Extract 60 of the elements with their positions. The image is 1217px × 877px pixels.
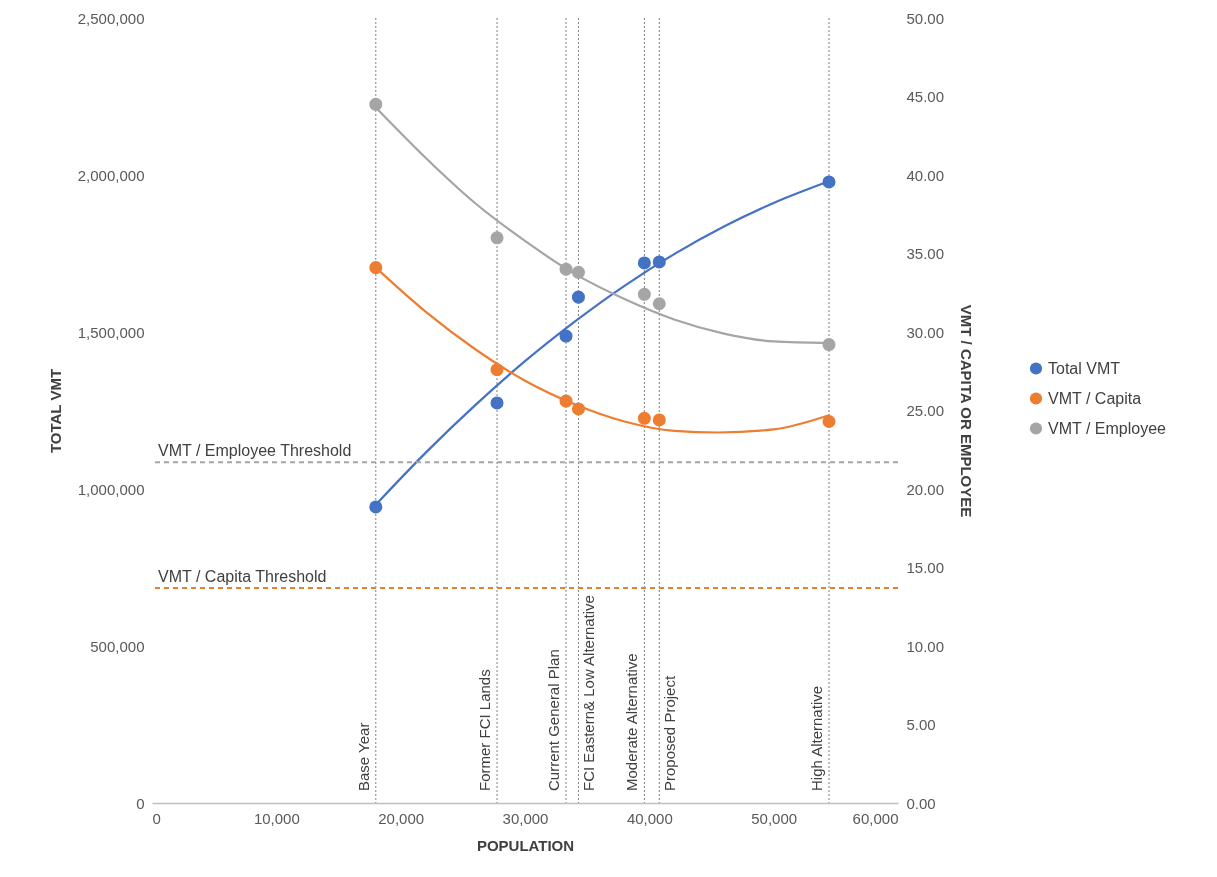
point bbox=[369, 500, 383, 514]
ref-line-label: Base Year bbox=[354, 722, 372, 791]
y-tick-label: 500,000 bbox=[90, 637, 145, 655]
ref-line-label: Proposed Project bbox=[661, 675, 679, 791]
point bbox=[571, 290, 585, 304]
y2-tick-label: 25.00 bbox=[906, 402, 945, 419]
point bbox=[637, 256, 651, 270]
x-tick-label: 20,000 bbox=[378, 809, 425, 827]
x-tick-label: 30,000 bbox=[502, 809, 549, 827]
y2-tick-label: 0.00 bbox=[906, 794, 936, 812]
point bbox=[822, 338, 836, 352]
y2-tick-label: 35.00 bbox=[906, 245, 945, 262]
y-axis-title: TOTAL VMT bbox=[46, 368, 64, 454]
point bbox=[559, 262, 573, 276]
ref-line-label: Moderate Alternative bbox=[623, 653, 641, 791]
y-tick-label: 1,500,000 bbox=[77, 323, 145, 341]
x-tick-label: 10,000 bbox=[253, 809, 300, 827]
point bbox=[559, 329, 573, 343]
point bbox=[490, 363, 504, 377]
point bbox=[571, 402, 585, 416]
y-tick-label: 2,000,000 bbox=[77, 166, 145, 184]
ref-line-label: Former FCI Lands bbox=[476, 669, 494, 791]
x-tick-label: 60,000 bbox=[852, 809, 899, 827]
y2-tick-label: 20.00 bbox=[906, 480, 945, 498]
x-tick-label: 40,000 bbox=[626, 809, 673, 827]
y2-tick-label: 30.00 bbox=[906, 323, 945, 341]
ref-line-label: VMT / Employee Threshold bbox=[158, 442, 352, 460]
point bbox=[652, 255, 666, 269]
point bbox=[637, 287, 651, 301]
point bbox=[652, 297, 666, 311]
y2-tick-label: 10.00 bbox=[906, 637, 945, 655]
y2-tick-label: 5.00 bbox=[906, 716, 936, 733]
y2-tick-label: 50.00 bbox=[906, 9, 945, 27]
point bbox=[822, 414, 836, 428]
x-tick-label: 0 bbox=[152, 809, 161, 827]
legend-label: VMT / Employee bbox=[1048, 419, 1167, 437]
point bbox=[490, 396, 504, 410]
y2-tick-label: 15.00 bbox=[906, 559, 945, 576]
point bbox=[652, 413, 666, 427]
y2-tick-label: 40.00 bbox=[906, 166, 945, 184]
point bbox=[369, 97, 383, 111]
y2-tick-label: 45.00 bbox=[906, 88, 945, 105]
y-tick-label: 2,500,000 bbox=[77, 9, 145, 27]
point bbox=[571, 265, 585, 279]
legend-label: VMT / Capita bbox=[1048, 389, 1142, 407]
point bbox=[490, 231, 504, 245]
point bbox=[369, 261, 383, 275]
point bbox=[822, 175, 836, 189]
point bbox=[637, 411, 651, 425]
ref-line-label: Current General Plan bbox=[545, 649, 563, 791]
y2-axis-title: VMT / CAPITA OR EMPLOYEE bbox=[958, 304, 976, 518]
ref-line-label: VMT / Capita Threshold bbox=[158, 567, 327, 585]
y-tick-label: 1,000,000 bbox=[77, 480, 145, 498]
y-tick-label: 0 bbox=[136, 794, 145, 812]
ref-line-label: High Alternative bbox=[807, 685, 825, 791]
x-tick-label: 50,000 bbox=[751, 809, 798, 827]
legend-label: Total VMT bbox=[1048, 359, 1121, 377]
x-axis-title: POPULATION bbox=[476, 836, 575, 854]
point bbox=[559, 394, 573, 408]
ref-line-label: FCI Eastern& Low Alternative bbox=[580, 595, 598, 791]
